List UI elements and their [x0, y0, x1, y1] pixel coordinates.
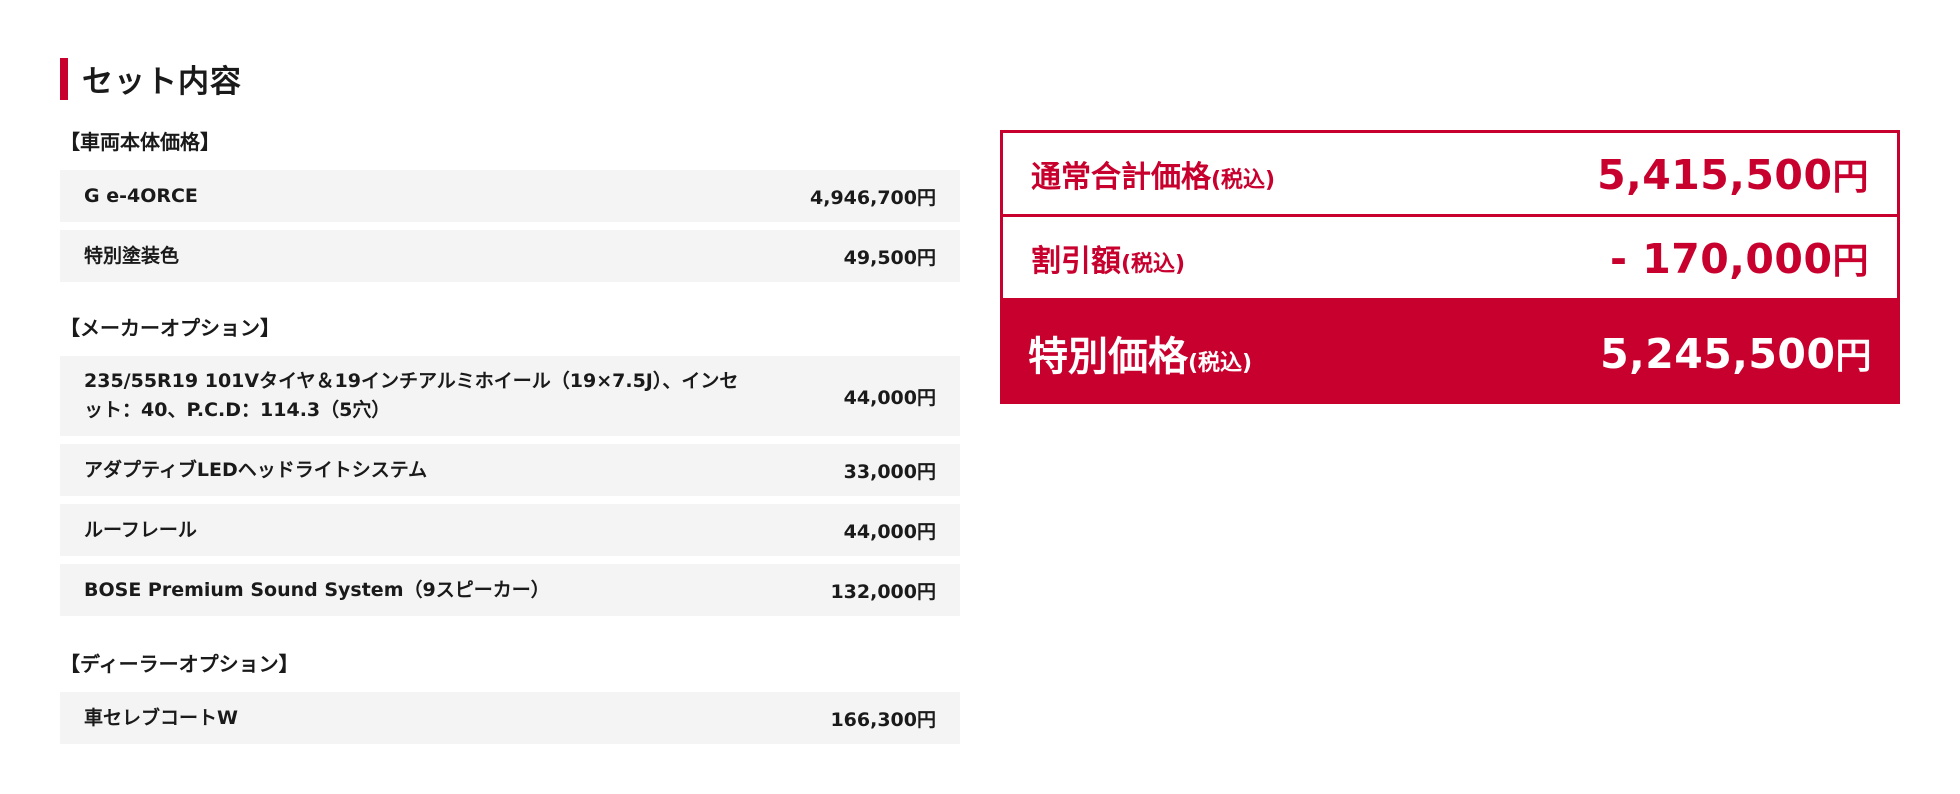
special-price-label: 特別価格(税込): [1028, 333, 1253, 380]
section-label-maker-options: 【メーカーオプション】: [60, 316, 280, 340]
item-price: 44,000円: [843, 520, 936, 543]
item-name: アダプティブLEDヘッドライトシステム: [84, 458, 428, 481]
list-item: 235/55R19 101Vタイヤ＆19インチアルミホイール（19×7.5J）、…: [60, 356, 960, 436]
regular-total-label: 通常合計価格(税込): [1031, 159, 1276, 195]
item-price: 33,000円: [843, 460, 936, 483]
discount-label: 割引額(税込): [1031, 243, 1186, 279]
heading-accent-bar: [60, 57, 68, 100]
set-contents-list: 【車両本体価格】 G e-4ORCE 4,946,700円 特別塗装色 49,5…: [60, 126, 960, 752]
item-price: 132,000円: [830, 580, 936, 603]
page-title: セット内容: [82, 64, 242, 100]
regular-total-box: 通常合計価格(税込) 5,415,500円: [1000, 130, 1900, 217]
list-item: 特別塗装色 49,500円: [60, 230, 960, 282]
discount-value: - 170,000円: [1609, 234, 1869, 283]
regular-total-value: 5,415,500円: [1597, 150, 1869, 199]
section-label-dealer-options: 【ディーラーオプション】: [60, 652, 299, 676]
item-name: ルーフレール: [84, 518, 197, 541]
item-price: 44,000円: [843, 386, 936, 409]
list-item: G e-4ORCE 4,946,700円: [60, 170, 960, 222]
list-item: アダプティブLEDヘッドライトシステム 33,000円: [60, 444, 960, 496]
item-name: 特別塗装色: [84, 244, 180, 267]
section-label-body: 【車両本体価格】: [60, 130, 220, 154]
item-name: BOSE Premium Sound System（9スピーカー）: [84, 578, 550, 601]
maker-option-rows: 235/55R19 101Vタイヤ＆19インチアルミホイール（19×7.5J）、…: [60, 356, 960, 616]
list-item: ルーフレール 44,000円: [60, 504, 960, 556]
list-item: 車セレブコートW 166,300円: [60, 692, 960, 744]
list-item: BOSE Premium Sound System（9スピーカー） 132,00…: [60, 564, 960, 616]
item-price: 4,946,700円: [810, 186, 936, 209]
item-price: 49,500円: [843, 246, 936, 269]
special-price-value: 5,245,500円: [1600, 329, 1872, 378]
item-name: 235/55R19 101Vタイヤ＆19インチアルミホイール（19×7.5J）、…: [84, 370, 739, 421]
discount-box: 割引額(税込) - 170,000円: [1000, 217, 1900, 301]
section-heading: セット内容: [60, 56, 242, 101]
dealer-option-rows: 車セレブコートW 166,300円: [60, 692, 960, 744]
item-name: G e-4ORCE: [84, 184, 198, 207]
body-price-rows: G e-4ORCE 4,946,700円 特別塗装色 49,500円: [60, 170, 960, 282]
item-name: 車セレブコートW: [84, 706, 238, 729]
special-price-box: 特別価格(税込) 5,245,500円: [1000, 301, 1900, 404]
item-price: 166,300円: [830, 708, 936, 731]
price-summary: 通常合計価格(税込) 5,415,500円 割引額(税込) - 170,000円…: [1000, 130, 1900, 404]
